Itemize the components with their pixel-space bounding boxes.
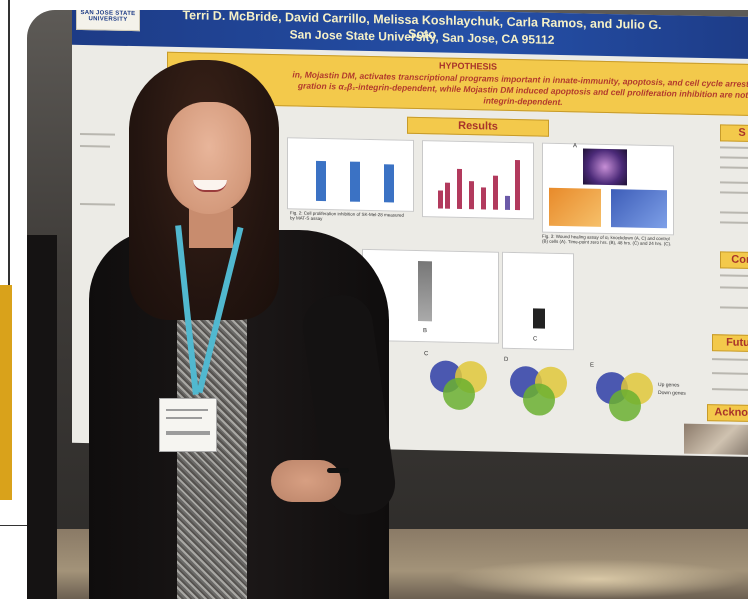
text-line — [720, 286, 748, 290]
text-line — [720, 181, 748, 185]
text-line — [720, 274, 748, 278]
microscopy-image — [549, 187, 601, 227]
text-line — [712, 358, 748, 362]
section-results: Results — [407, 116, 549, 137]
face — [167, 102, 251, 214]
venn-circle — [443, 377, 475, 411]
section-right-top: S — [720, 124, 748, 143]
text-line — [720, 221, 748, 225]
badge-text-line — [166, 409, 208, 411]
text-line — [720, 146, 748, 150]
text-line — [712, 372, 748, 376]
acknowledgements-photo — [684, 423, 748, 456]
section-future: Futu — [712, 334, 748, 353]
name-badge — [159, 398, 217, 452]
text-line — [712, 388, 748, 392]
venn-circle — [609, 389, 641, 422]
gold-accent-bar — [0, 285, 12, 500]
venn-label-up: Up genes — [658, 382, 680, 389]
person-partial-left — [27, 235, 57, 599]
chart-bar — [493, 175, 498, 210]
microscopy-image — [583, 148, 627, 186]
panel-label-d: D — [504, 356, 509, 363]
figure-volcano-plot: C — [502, 251, 574, 351]
chart-bar — [505, 195, 510, 210]
chart-bar — [481, 187, 486, 210]
badge-text-line — [166, 417, 202, 419]
photo: SAN JOSE STATE UNIVERSITY Terri D. McBri… — [27, 10, 748, 599]
badge-barcode — [166, 431, 210, 435]
chart-bar — [438, 190, 443, 209]
panel-label-c2: C — [424, 351, 429, 358]
panel-label-a: A — [573, 143, 578, 150]
frame-divider-vertical — [8, 0, 10, 500]
volcano-points — [533, 308, 545, 329]
hand-on-hip — [271, 460, 341, 502]
text-line — [720, 306, 748, 310]
venn-circle — [523, 383, 555, 416]
chart-bar — [469, 181, 474, 210]
text-line — [720, 211, 748, 215]
figure-3-caption: Fig. 3: Wound healing assay of α₂ knockd… — [542, 233, 672, 247]
section-acknowledgements: Acknow — [707, 404, 748, 423]
smile — [193, 180, 227, 192]
chart-bar — [515, 160, 520, 211]
neck — [189, 208, 233, 248]
university-logo: SAN JOSE STATE UNIVERSITY — [76, 10, 140, 32]
panel-label-c: C — [533, 336, 538, 343]
text-line — [720, 191, 748, 195]
figure-bar-chart-red — [422, 140, 534, 220]
microscopy-image — [611, 189, 667, 229]
panel-label-b: B — [423, 328, 428, 335]
floor-light — [447, 559, 747, 599]
text-line — [720, 166, 748, 170]
bracelet — [327, 468, 349, 473]
presenter — [89, 60, 399, 599]
venn-label-down: Down genes — [658, 390, 686, 397]
text-line — [720, 156, 748, 160]
figure-microscopy: A — [542, 142, 674, 236]
histogram-peak — [418, 261, 432, 322]
chart-bar — [445, 182, 450, 209]
logo-text: SAN JOSE STATE UNIVERSITY — [80, 10, 136, 23]
chart-bar — [457, 168, 462, 209]
section-conclusions: Con — [720, 251, 748, 270]
panel-label-e: E — [590, 362, 595, 369]
